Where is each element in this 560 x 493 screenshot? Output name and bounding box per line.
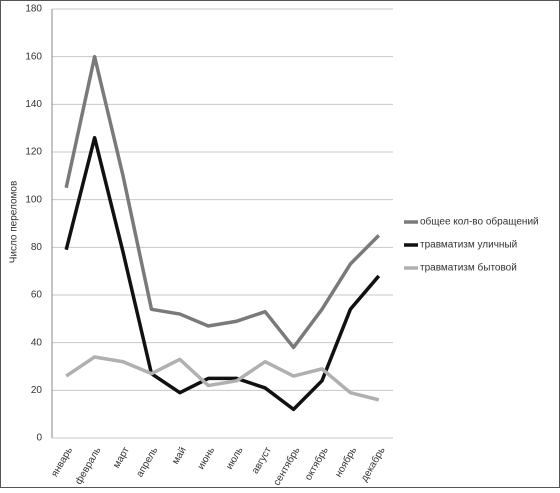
y-tick-label: 80 (31, 242, 43, 253)
y-tick-label: 40 (31, 337, 43, 348)
y-tick-label: 160 (25, 51, 42, 62)
y-tick-label: 140 (25, 99, 42, 110)
y-tick-label: 120 (25, 147, 42, 158)
y-tick-label: 20 (31, 385, 43, 396)
legend-label: травматизм бытовой (420, 262, 517, 274)
y-tick-label: 60 (31, 290, 43, 301)
y-tick-label: 100 (25, 194, 42, 205)
y-tick-label: 180 (25, 4, 42, 15)
y-tick-label: 0 (36, 433, 42, 444)
series-line (64, 54, 381, 350)
legend-label: травматизм уличный (420, 240, 517, 251)
legend-label: общее кол-во обращений (420, 216, 539, 228)
series-line (64, 135, 381, 412)
y-axis-label: Число переломов (9, 181, 20, 264)
series-line (65, 355, 380, 402)
